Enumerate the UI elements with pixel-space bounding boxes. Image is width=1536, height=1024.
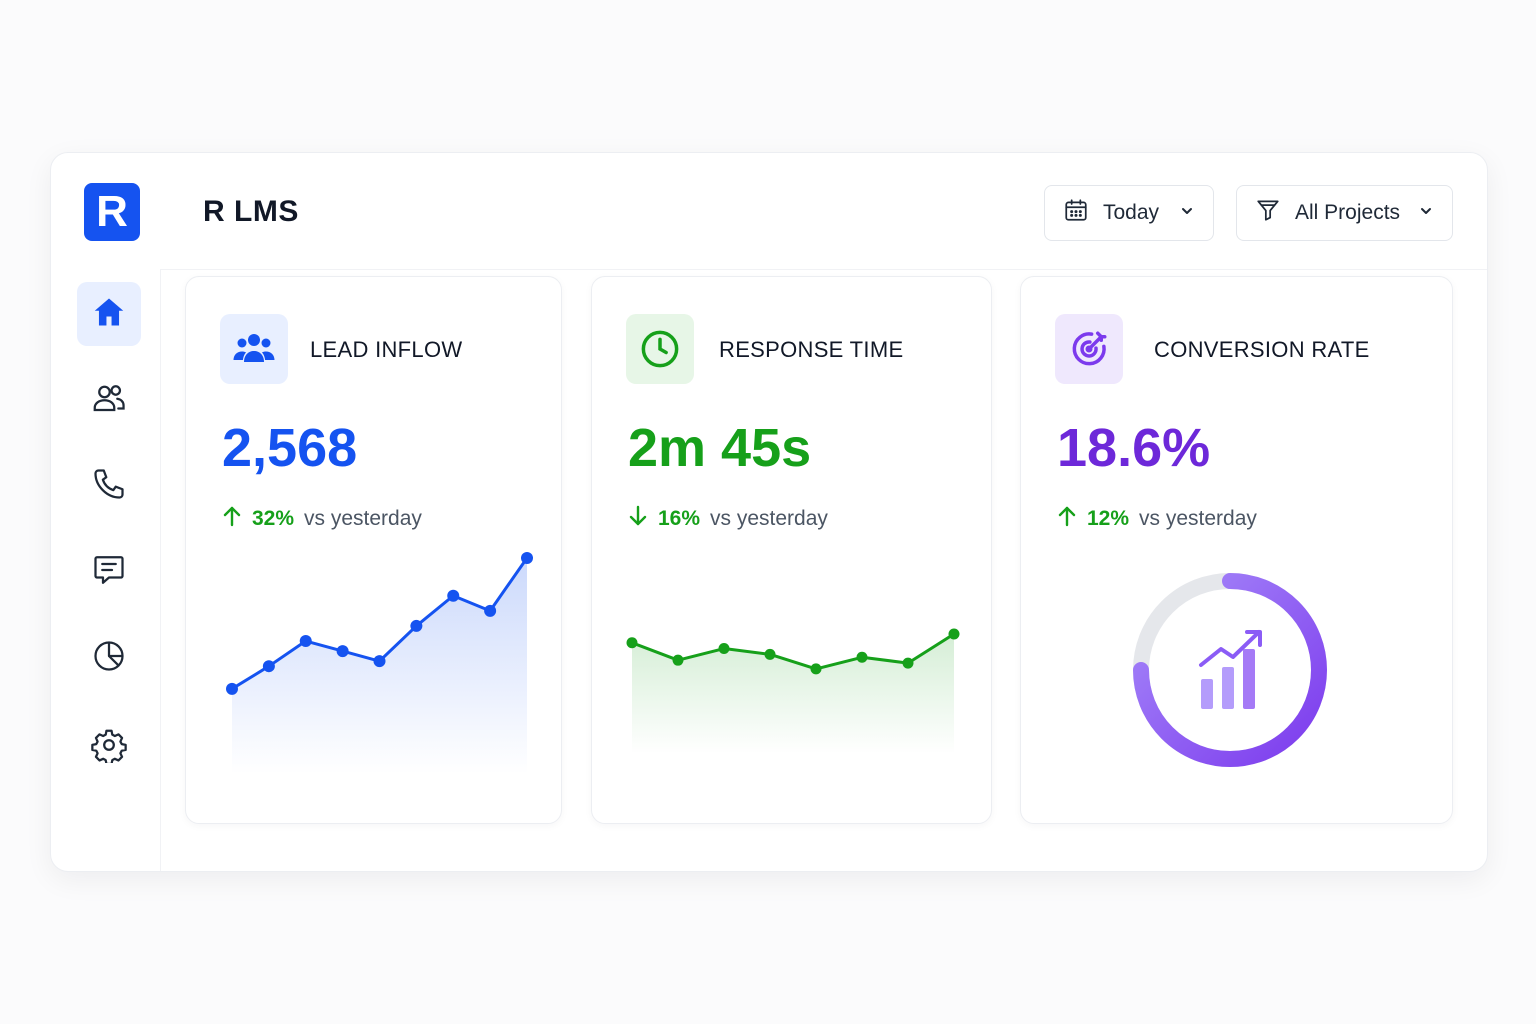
- card-title: LEAD INFLOW: [310, 337, 463, 362]
- chart-data-point: [299, 635, 312, 648]
- conversion-ring-chart: [1133, 573, 1327, 767]
- header-divider: [161, 269, 1487, 270]
- chart-data-point: [948, 628, 960, 640]
- card-value: 2,568: [222, 418, 358, 478]
- users-group-icon: [220, 314, 288, 384]
- gear-icon: [91, 727, 127, 768]
- chevron-down-icon: [1179, 201, 1195, 225]
- chart-data-point: [764, 648, 776, 660]
- chart-data-point: [810, 663, 822, 675]
- app-logo[interactable]: R: [84, 183, 140, 241]
- chart-data-point: [718, 643, 730, 655]
- chart-data-point: [447, 589, 460, 602]
- phone-icon: [91, 466, 127, 507]
- chart-data-point: [521, 552, 533, 564]
- chart-data-point: [336, 645, 349, 658]
- target-icon: [1055, 314, 1123, 384]
- response-time-card[interactable]: RESPONSE TIME 2m 45s 16% vs yesterday: [591, 276, 992, 824]
- chart-data-point: [856, 651, 868, 663]
- sidebar-divider: [160, 269, 161, 871]
- ring-progress-arc: [1133, 573, 1327, 767]
- card-title: RESPONSE TIME: [719, 337, 904, 362]
- lead-inflow-card[interactable]: LEAD INFLOW 2,568 32% vs yesterday: [185, 276, 562, 824]
- users-icon: [91, 380, 127, 421]
- response-time-chart: [626, 628, 960, 754]
- conversion-rate-card[interactable]: CONVERSION RATE 18.6% 12% vs yesterday: [1020, 276, 1453, 824]
- arrow-up-icon: [1057, 505, 1077, 533]
- chart-data-point: [410, 619, 423, 632]
- card-value: 2m 45s: [628, 418, 812, 478]
- trending-up-bars-icon: [1199, 630, 1262, 709]
- sidebar-item-settings[interactable]: [77, 715, 141, 779]
- chart-data-point: [902, 657, 914, 669]
- chevron-down-icon: [1418, 201, 1434, 225]
- pie-chart-icon: [91, 638, 127, 679]
- delta-note: vs yesterday: [710, 507, 828, 530]
- project-filter-value: All Projects: [1295, 201, 1401, 224]
- chart-area-fill: [632, 634, 954, 754]
- date-filter-dropdown[interactable]: Today: [1044, 185, 1214, 241]
- card-delta: 32% vs yesterday: [222, 505, 422, 533]
- home-icon: [91, 294, 127, 335]
- date-filter-value: Today: [1103, 201, 1160, 224]
- arrow-down-icon: [628, 505, 648, 533]
- filter-funnel-icon: [1255, 197, 1281, 229]
- chart-data-point: [373, 655, 386, 668]
- chart-data-point: [226, 682, 238, 695]
- delta-percent: 16%: [658, 507, 701, 530]
- app-title: R LMS: [203, 195, 299, 228]
- sidebar-item-home[interactable]: [77, 282, 141, 346]
- sidebar-item-calls[interactable]: [77, 454, 141, 518]
- app-window: R R LMS Today: [50, 152, 1488, 872]
- card-delta: 12% vs yesterday: [1057, 505, 1257, 533]
- arrow-up-icon: [222, 505, 242, 533]
- chat-icon: [91, 552, 127, 593]
- card-value: 18.6%: [1057, 418, 1211, 478]
- chart-data-point: [484, 604, 497, 617]
- delta-note: vs yesterday: [1139, 507, 1257, 530]
- sidebar-item-messages[interactable]: [77, 540, 141, 604]
- sidebar-item-contacts[interactable]: [77, 368, 141, 432]
- clock-icon: [626, 314, 694, 384]
- sidebar-item-reports[interactable]: [77, 626, 141, 690]
- card-title: CONVERSION RATE: [1154, 337, 1370, 362]
- chart-data-point: [672, 654, 684, 666]
- chart-data-point: [262, 660, 275, 673]
- lead-inflow-chart: [226, 552, 533, 774]
- delta-percent: 32%: [252, 507, 295, 530]
- card-delta: 16% vs yesterday: [628, 505, 828, 533]
- calendar-icon: [1063, 197, 1089, 229]
- chart-data-point: [626, 637, 638, 649]
- logo-letter: R: [96, 187, 128, 236]
- chart-series-line: [631, 632, 955, 671]
- delta-note: vs yesterday: [304, 507, 422, 530]
- delta-percent: 12%: [1087, 507, 1130, 530]
- project-filter-dropdown[interactable]: All Projects: [1236, 185, 1453, 241]
